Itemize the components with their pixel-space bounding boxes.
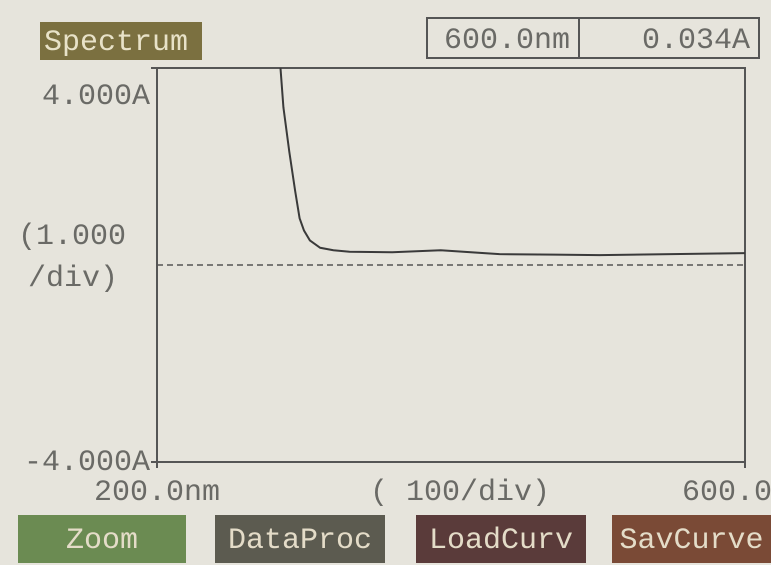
button-label[interactable]: LoadCurv — [429, 524, 573, 558]
x-tick-label: 600.0nm — [682, 476, 771, 510]
chart-title: Spectrum — [44, 26, 188, 60]
readout-absorbance: 0.034A — [642, 24, 750, 58]
button-label[interactable]: Zoom — [66, 524, 138, 558]
x-tick-label: 200.0nm — [94, 476, 220, 510]
screen: Spectrum 600.0nm 0.034A (1.000 /div) ( 1… — [0, 0, 771, 565]
y-axis-label: /div) — [28, 262, 118, 296]
readout-wavelength: 600.0nm — [444, 24, 570, 58]
button-label[interactable]: SavCurve — [619, 524, 763, 558]
button-label[interactable]: DataProc — [228, 524, 372, 558]
x-axis-label: ( 100/div) — [370, 476, 550, 510]
y-axis-label: (1.000 — [18, 220, 126, 254]
y-tick-label: -4.000A — [24, 446, 150, 480]
y-tick-label: 4.000A — [42, 80, 150, 114]
